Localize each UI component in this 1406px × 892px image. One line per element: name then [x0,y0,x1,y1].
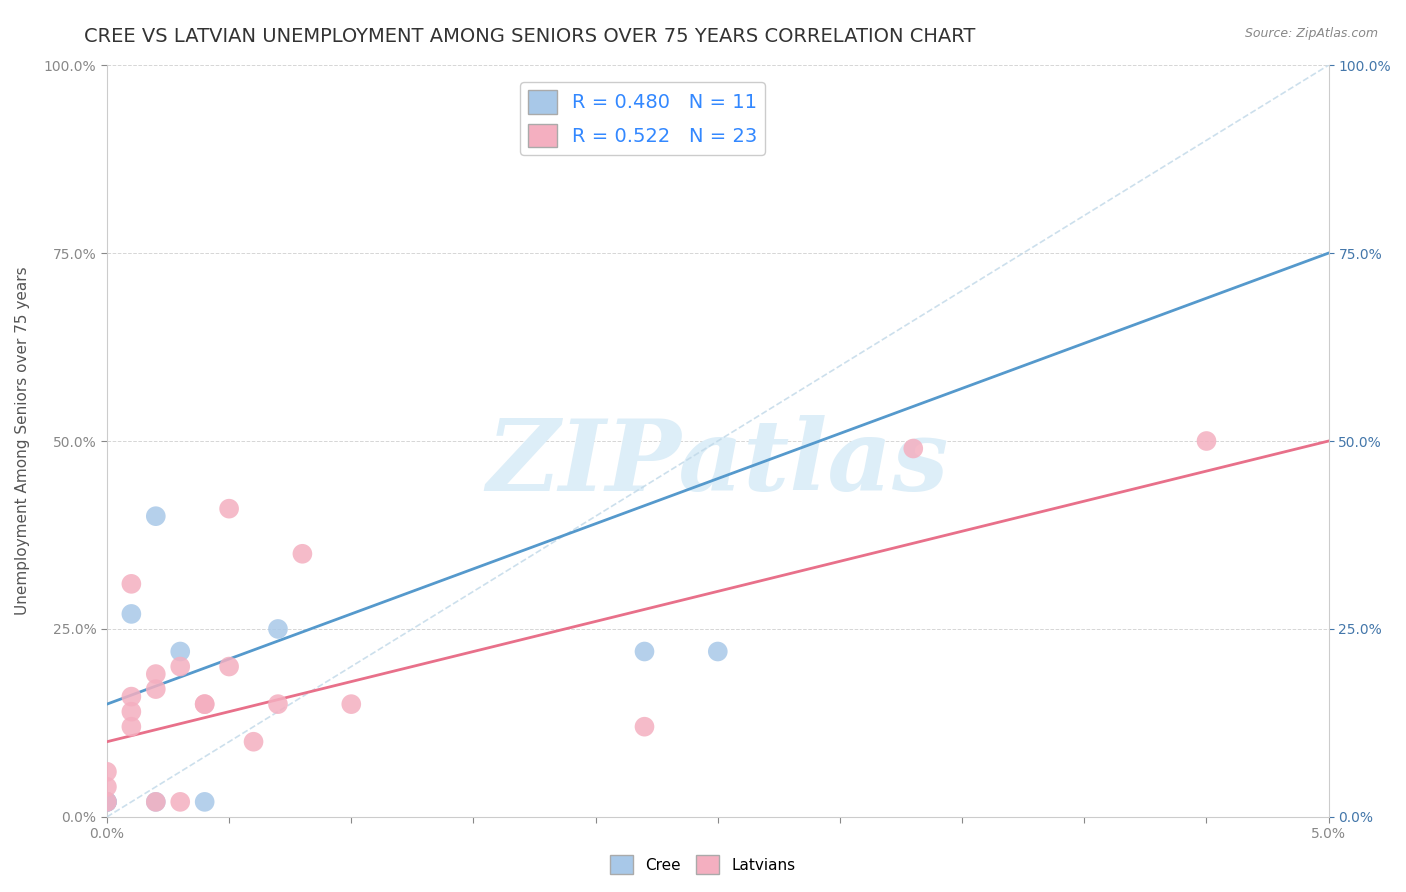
Point [120,577,142,591]
Point [169,644,191,658]
Point [903,442,925,456]
Point [267,697,290,711]
Y-axis label: Unemployment Among Seniors over 75 years: Unemployment Among Seniors over 75 years [15,267,30,615]
Point [267,622,290,636]
Point [145,509,167,524]
Point [120,607,142,621]
Point [633,720,655,734]
Point [145,667,167,681]
Point [96,795,118,809]
Point [96,780,118,794]
Point [218,501,240,516]
Text: CREE VS LATVIAN UNEMPLOYMENT AMONG SENIORS OVER 75 YEARS CORRELATION CHART: CREE VS LATVIAN UNEMPLOYMENT AMONG SENIO… [84,27,976,45]
Point [96,795,118,809]
Point [194,697,217,711]
Point [145,795,167,809]
Point [707,644,730,658]
Point [120,705,142,719]
Point [169,795,191,809]
Point [120,690,142,704]
Point [96,795,118,809]
Legend: Cree, Latvians: Cree, Latvians [605,849,801,880]
Point [96,764,118,779]
Point [169,659,191,673]
Legend: R = 0.480   N = 11, R = 0.522   N = 23: R = 0.480 N = 11, R = 0.522 N = 23 [520,82,765,155]
Text: Source: ZipAtlas.com: Source: ZipAtlas.com [1244,27,1378,40]
Point [291,547,314,561]
Point [194,795,217,809]
Point [633,644,655,658]
Point [218,659,240,673]
Text: ZIPatlas: ZIPatlas [486,416,949,512]
Point [145,795,167,809]
Point [340,697,363,711]
Point [96,795,118,809]
Point [194,697,217,711]
Point [1195,434,1218,448]
Point [120,720,142,734]
Point [145,682,167,697]
Point [242,735,264,749]
